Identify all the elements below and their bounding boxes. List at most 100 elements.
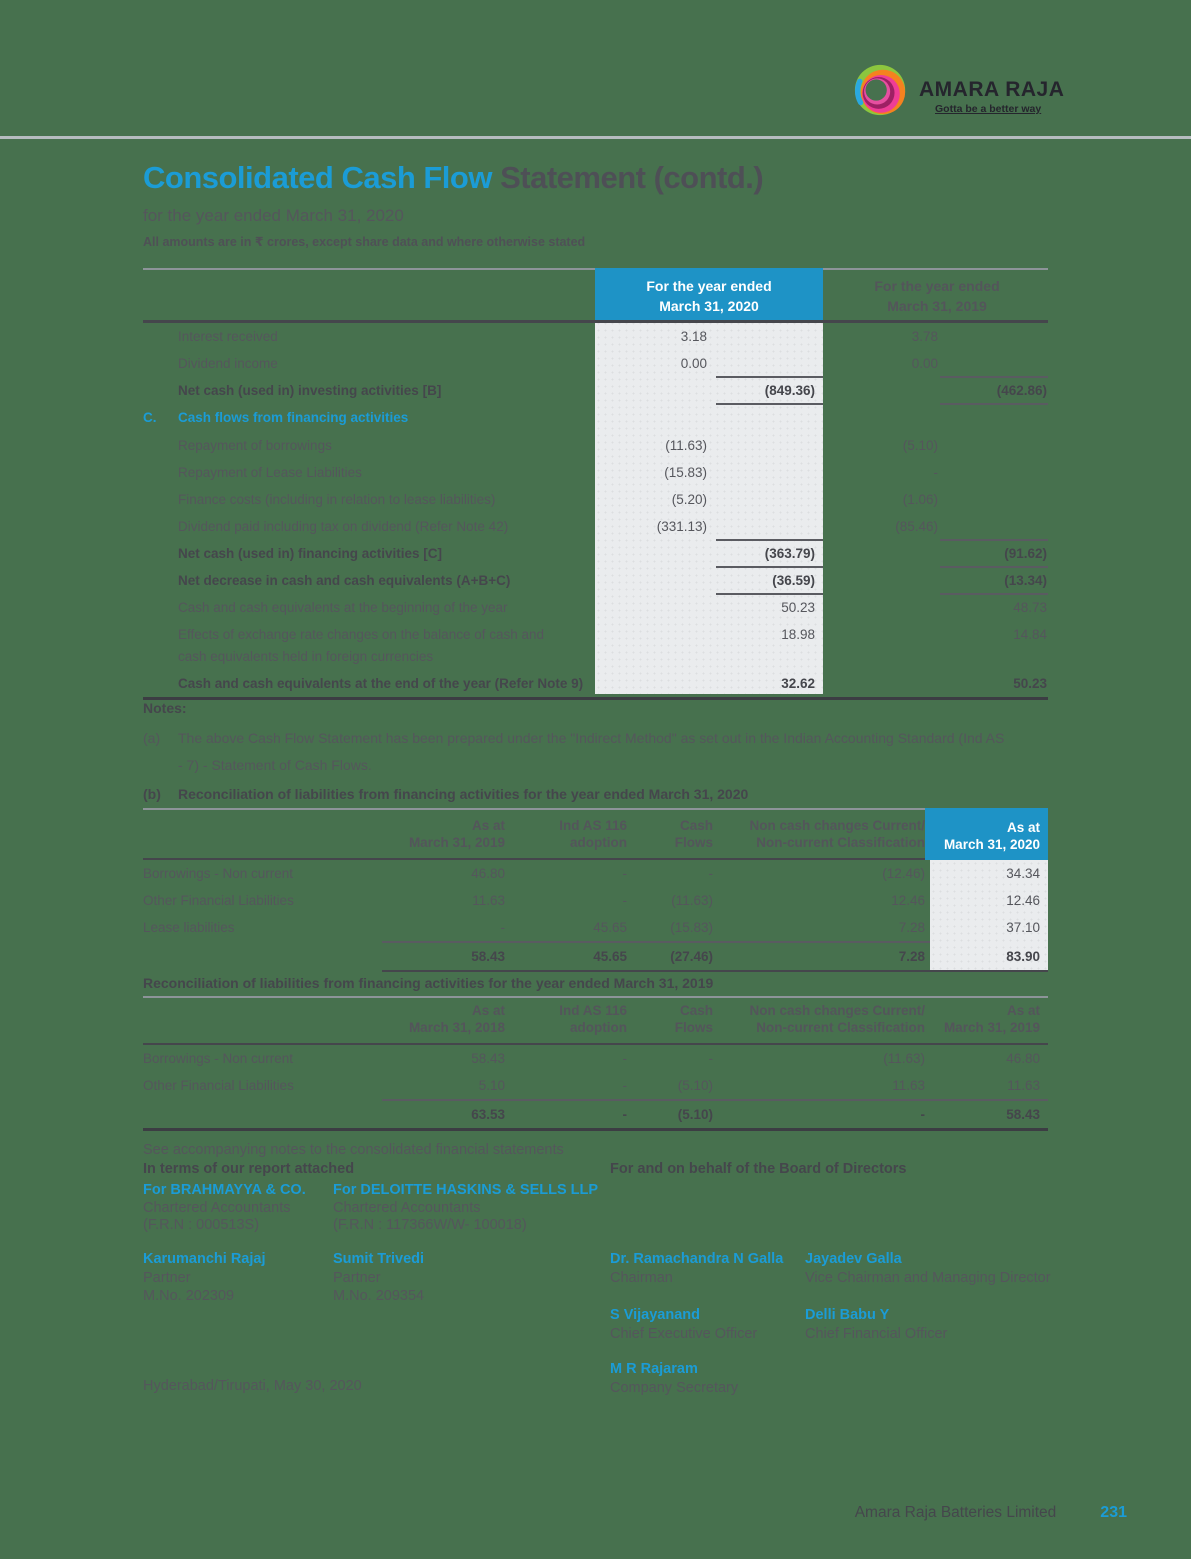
- rule-segment-2020: [716, 376, 823, 378]
- row-label: Net cash (used in) financing activities …: [178, 546, 443, 561]
- cell-2020: 0.00: [595, 350, 823, 377]
- value-2019: 48.73: [1013, 600, 1047, 615]
- cell-2019: 3.78: [823, 323, 1048, 350]
- value-2019: (91.62): [1004, 546, 1047, 561]
- recon-cell: 11.63: [892, 1078, 925, 1093]
- value-2020: 18.98: [781, 627, 815, 642]
- page-title: Consolidated Cash Flow Statement (contd.…: [143, 160, 764, 196]
- rule-segment-2020: [716, 593, 823, 595]
- brand-name: AMARA RAJA: [919, 78, 1065, 101]
- director-5: M R Rajaram Company Secretary: [610, 1360, 738, 1397]
- recon-totals-row: 58.43 45.65 (27.46) 7.28 83.90: [143, 943, 1048, 970]
- statement-row: Dividend paid including tax on dividend …: [143, 513, 1048, 540]
- statement-row: Cash and cash equivalents at the end of …: [143, 670, 1048, 697]
- page-footer: Amara Raja Batteries Limited 231: [855, 1504, 1127, 1522]
- row-label: Effects of exchange rate changes on the …: [178, 627, 545, 664]
- header-line: March 31, 2020: [943, 837, 1040, 852]
- row-label: Repayment of Lease Liabilities: [178, 465, 362, 480]
- row-label: Net decrease in cash and cash equivalent…: [178, 573, 511, 588]
- cell-2019: (1.06): [823, 486, 1048, 513]
- header-line: Flows: [674, 1020, 713, 1035]
- header-line: March 31, 2019: [408, 835, 505, 850]
- value-2019: (462.86): [996, 383, 1047, 398]
- recon-total-cell: 7.28: [898, 949, 925, 964]
- recon-cell: 34.34: [1006, 866, 1040, 881]
- column-header-2020-line2: March 31, 2020: [659, 298, 759, 314]
- value-2020: (849.36): [764, 383, 815, 398]
- section-row: C. Cash flows from financing activities: [143, 404, 1048, 432]
- row-label: Finance costs (including in relation to …: [178, 492, 496, 507]
- audit-firm-1-frn: (F.R.N : 000513S): [143, 1217, 260, 1233]
- director-4-name: Delli Babu Y: [805, 1307, 890, 1323]
- recon-total-cell: [143, 1101, 380, 1128]
- recon-cell: 11.63: [1007, 1078, 1040, 1093]
- header-line: As at: [471, 818, 505, 833]
- recon-total-cell: 58.43: [471, 949, 505, 964]
- amara-raja-logo: AMARA RAJA Gotta be a better way: [852, 62, 1064, 120]
- row-label: Dividend paid including tax on dividend …: [178, 519, 509, 534]
- cell-2019: 48.73: [823, 594, 1048, 621]
- column-header-2019: For the year ended March 31, 2019: [826, 270, 1048, 320]
- director-1-role: Chairman: [610, 1269, 673, 1286]
- partner-2: Sumit Trivedi Partner M.No. 209354: [333, 1250, 424, 1306]
- cell-2020: 18.98: [595, 621, 823, 670]
- recon-cell: Lease liabilities: [143, 920, 235, 935]
- header-line: Ind AS 116: [559, 818, 627, 833]
- recon-cell: -: [622, 866, 628, 881]
- recon-cell: 11.63: [472, 893, 505, 908]
- header-line: As at: [471, 1003, 505, 1018]
- value-2020: (5.20): [671, 492, 707, 507]
- column-header-2019-line2: March 31, 2019: [887, 298, 987, 314]
- recon-cell: Borrowings - Non current: [143, 866, 294, 881]
- section-letter: C.: [143, 410, 157, 425]
- recon-cell: -: [622, 1078, 628, 1093]
- recon-header-col5: As at March 31, 2019: [925, 998, 1048, 1043]
- recon-total-cell: -: [622, 1107, 628, 1122]
- value-2019: (5.10): [902, 438, 938, 453]
- statement-row: Net cash (used in) financing activities …: [143, 540, 1048, 567]
- director-5-role: Company Secretary: [610, 1379, 739, 1396]
- header-line: March 31, 2018: [408, 1020, 505, 1035]
- recon-total-cell: [143, 943, 380, 970]
- recon-header-col2: Ind AS 116 adoption: [505, 998, 627, 1043]
- cash-flow-table-body: Interest received 3.18 3.78 Dividend income…: [143, 323, 1048, 697]
- header-line: adoption: [570, 1020, 627, 1035]
- recon-cell: -: [622, 1051, 628, 1066]
- header-line: As at: [1006, 820, 1040, 835]
- audit-firm-2-frn: (F.R.N : 117366W/W- 100018): [333, 1217, 527, 1233]
- statement-row: Cash and cash equivalents at the beginni…: [143, 594, 1048, 621]
- header-line: Flows: [674, 835, 713, 850]
- header-line: Non-current Classification: [756, 1020, 925, 1035]
- recon-cell: 5.10: [478, 1078, 505, 1093]
- rule-segment-2019: [940, 376, 1048, 378]
- header-line: Non cash changes Current/: [749, 1003, 925, 1018]
- director-3-name: S Vijayanand: [610, 1307, 700, 1323]
- amara-raja-logo-mark: [854, 64, 906, 116]
- director-4: Delli Babu Y Chief Financial Officer: [805, 1306, 947, 1343]
- value-2020: 0.00: [680, 356, 707, 371]
- statement-row: Repayment of Lease Liabilities (15.83) -: [143, 459, 1048, 486]
- row-label: Cash and cash equivalents at the beginni…: [178, 600, 508, 615]
- place-date: Hyderabad/Tirupati, May 30, 2020: [143, 1378, 362, 1394]
- recon-row: Other Financial Liabilities 11.63 - (11.63)…: [143, 887, 1048, 914]
- director-1: Dr. Ramachandra N Galla Chairman: [610, 1250, 783, 1287]
- rule-segment-2019: [940, 403, 1048, 405]
- cash-flow-table-header: For the year ended March 31, 2020 For th…: [143, 268, 1048, 323]
- header-line: adoption: [570, 835, 627, 850]
- value-2020: (36.59): [772, 573, 815, 588]
- recon-cell: (12.46): [882, 866, 925, 881]
- partner-2-membership: M.No. 209354: [333, 1288, 425, 1304]
- header-divider: [0, 136, 1191, 139]
- column-header-2020: For the year ended March 31, 2020: [595, 268, 823, 320]
- recon-row: Borrowings - Non current 58.43 - - (11.63) 46…: [143, 1045, 1048, 1072]
- footer-page-number: 231: [1100, 1504, 1127, 1521]
- recon-header-col4: Non cash changes Current/Non-current Cla…: [713, 998, 925, 1043]
- recon-cell: (11.63): [671, 893, 713, 908]
- table-bottom-rule: [143, 697, 1048, 700]
- rule-segment-2020: [716, 566, 823, 568]
- statement-row: Net decrease in cash and cash equivalent…: [143, 567, 1048, 594]
- recon-header-col3: Cash Flows: [627, 998, 713, 1043]
- cell-2020: (11.63): [595, 432, 823, 459]
- audit-firm-2: For DELOITTE HASKINS & SELLS LLP Charter…: [333, 1182, 598, 1235]
- notes-section: Notes: (a) The above Cash Flow Statement…: [143, 700, 1048, 808]
